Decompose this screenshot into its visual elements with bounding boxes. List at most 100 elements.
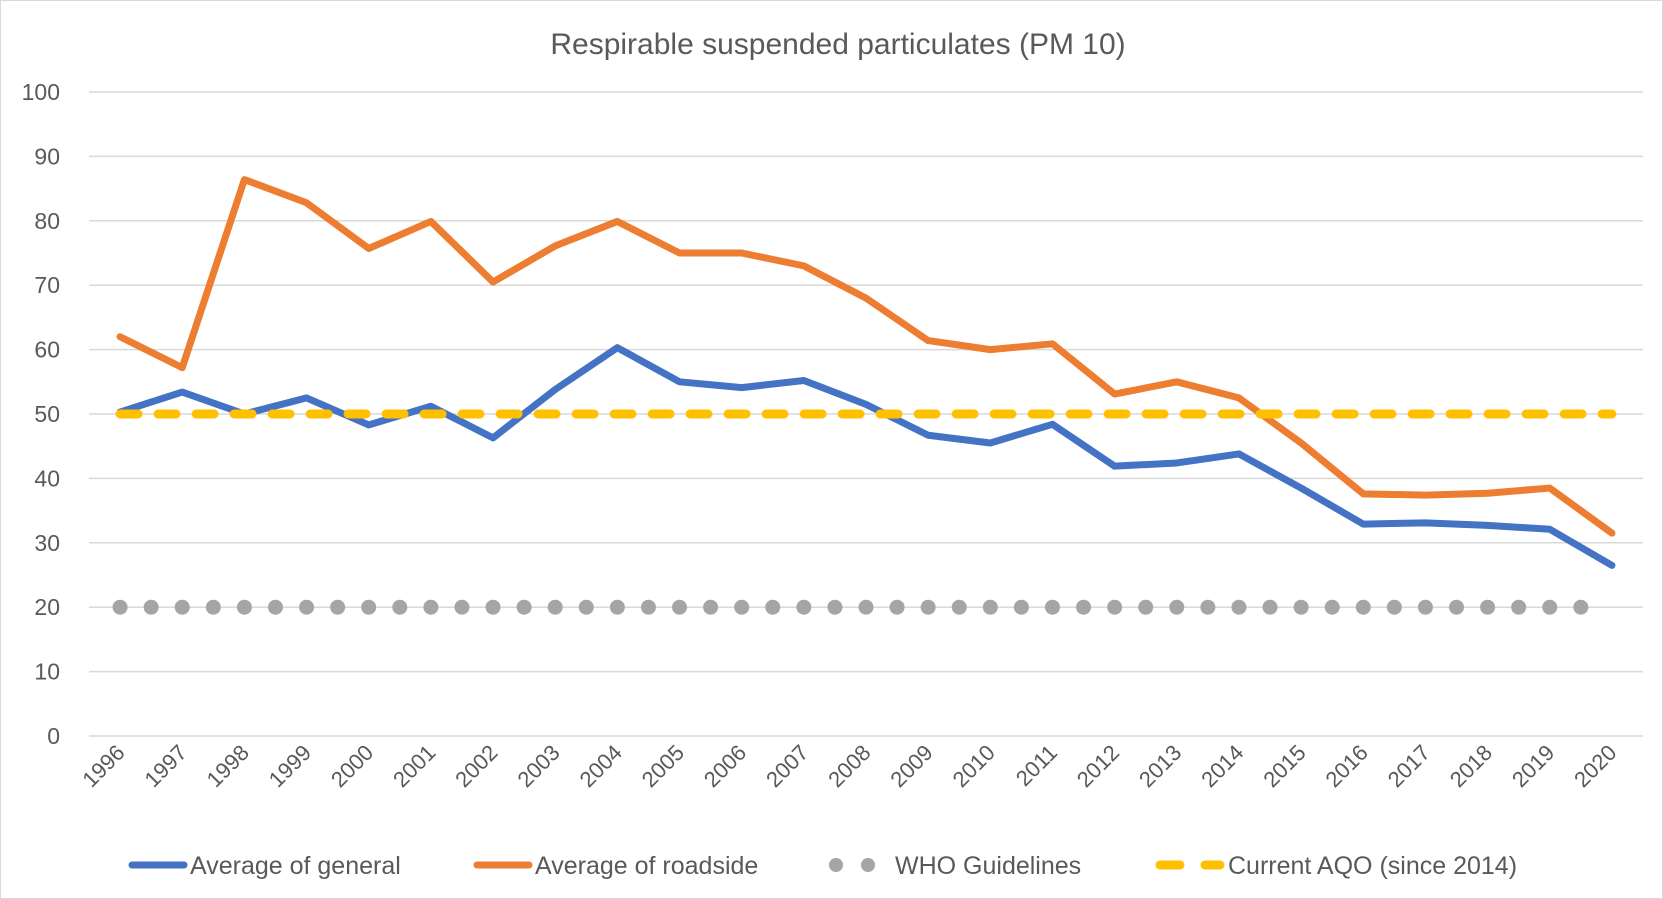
who-guideline-dot [1076, 599, 1092, 615]
x-tick-label: 2020 [1569, 740, 1621, 792]
x-tick-label: 2006 [699, 740, 751, 792]
who-guideline-dot [516, 599, 532, 615]
who-guideline-dot [361, 599, 377, 615]
legend-item[interactable]: Current AQO (since 2014) [1155, 852, 1517, 880]
who-guideline-dot [1013, 599, 1029, 615]
legend-label: Current AQO (since 2014) [1228, 852, 1517, 880]
who-guideline-dot [1324, 599, 1340, 615]
y-tick-label: 30 [34, 530, 60, 556]
y-tick-label: 10 [34, 659, 60, 685]
y-tick-label: 40 [34, 465, 60, 491]
who-guideline-dot [734, 599, 750, 615]
x-tick-label: 2004 [575, 740, 627, 792]
x-tick-label: 2010 [948, 740, 1000, 792]
x-axis-ticks: 1996 1997 1998 1999 2000 2001 2002 2003 2004 2005… [77, 740, 1621, 792]
series-who-guidelines [112, 599, 1589, 615]
y-tick-label: 90 [34, 143, 60, 169]
who-guideline-dot [1480, 599, 1496, 615]
legend-label: WHO Guidelines [895, 852, 1081, 880]
who-guideline-dot [423, 599, 439, 615]
who-guideline-dot [205, 599, 221, 615]
series-line [116, 344, 1616, 569]
who-guideline-dot [982, 599, 998, 615]
who-guideline-dot [1169, 599, 1185, 615]
x-tick-label: 2013 [1134, 740, 1186, 792]
who-guideline-dot [1044, 599, 1060, 615]
who-guideline-dot [299, 599, 315, 615]
y-tick-label: 20 [34, 594, 60, 620]
who-guideline-dot [920, 599, 936, 615]
who-guideline-dot [547, 599, 563, 615]
x-tick-label: 2009 [885, 740, 937, 792]
who-guideline-dot [1542, 599, 1558, 615]
who-guideline-dot [1293, 599, 1309, 615]
who-guideline-dot [267, 599, 283, 615]
y-tick-label: 80 [34, 208, 60, 234]
x-tick-label: 2008 [823, 740, 875, 792]
who-guideline-dot [454, 599, 470, 615]
x-tick-label: 2012 [1072, 740, 1124, 792]
x-tick-label: 1996 [77, 740, 129, 792]
x-tick-label: 2017 [1383, 740, 1435, 792]
who-guideline-dot [578, 599, 594, 615]
legend-label: Average of general [190, 852, 401, 880]
legend-swatch-dot [829, 858, 843, 872]
y-axis-ticks: 0 10 20 30 40 50 60 70 80 90 100 [22, 79, 60, 749]
who-guideline-dot [236, 599, 252, 615]
x-tick-label: 2001 [388, 740, 440, 792]
who-guideline-dot [1231, 599, 1247, 615]
y-tick-label: 70 [34, 272, 60, 298]
y-tick-label: 60 [34, 337, 60, 363]
x-tick-label: 2016 [1321, 740, 1373, 792]
y-tick-label: 0 [47, 723, 60, 749]
who-guideline-dot [640, 599, 656, 615]
who-guideline-dot [1262, 599, 1278, 615]
who-guideline-dot [1138, 599, 1154, 615]
chart-title: Respirable suspended particulates (PM 10… [550, 28, 1125, 61]
x-tick-label: 2005 [637, 740, 689, 792]
who-guideline-dot [827, 599, 843, 615]
legend-label: Average of roadside [535, 852, 758, 880]
who-guideline-dot [1386, 599, 1402, 615]
who-guideline-dot [1511, 599, 1527, 615]
who-guideline-dot [889, 599, 905, 615]
who-guideline-dot [485, 599, 501, 615]
who-guideline-dot [672, 599, 688, 615]
x-tick-label: 1998 [202, 740, 254, 792]
x-tick-label: 2011 [1011, 740, 1062, 791]
x-tick-label: 2002 [450, 740, 502, 792]
legend-item[interactable]: Average of general [128, 852, 401, 880]
who-guideline-dot [143, 599, 159, 615]
series-line [116, 176, 1616, 537]
series-average-of-roadside [116, 176, 1616, 537]
who-guideline-dot [765, 599, 781, 615]
who-guideline-dot [951, 599, 967, 615]
x-tick-label: 2019 [1507, 740, 1559, 792]
who-guideline-dot [796, 599, 812, 615]
who-guideline-dot [1355, 599, 1371, 615]
x-tick-label: 2018 [1445, 740, 1497, 792]
x-tick-label: 2000 [326, 740, 378, 792]
x-tick-label: 2003 [512, 740, 564, 792]
series-average-of-general [116, 344, 1616, 569]
y-tick-label: 100 [22, 79, 60, 105]
who-guideline-dot [1107, 599, 1123, 615]
who-guideline-dot [174, 599, 190, 615]
legend-item[interactable]: WHO Guidelines [829, 852, 1081, 880]
who-guideline-dot [1449, 599, 1465, 615]
who-guideline-dot [1573, 599, 1589, 615]
y-tick-label: 50 [34, 401, 60, 427]
who-guideline-dot [1417, 599, 1433, 615]
who-guideline-dot [609, 599, 625, 615]
who-guideline-dot [703, 599, 719, 615]
who-guideline-dot [858, 599, 874, 615]
who-guideline-dot [1200, 599, 1216, 615]
legend-swatch-dot [861, 858, 875, 872]
who-guideline-dot [112, 599, 128, 615]
legend: Average of general Average of roadside WHO… [128, 852, 1517, 880]
legend-item[interactable]: Average of roadside [473, 852, 758, 880]
x-tick-label: 1997 [139, 740, 191, 792]
x-tick-label: 2014 [1196, 740, 1248, 792]
